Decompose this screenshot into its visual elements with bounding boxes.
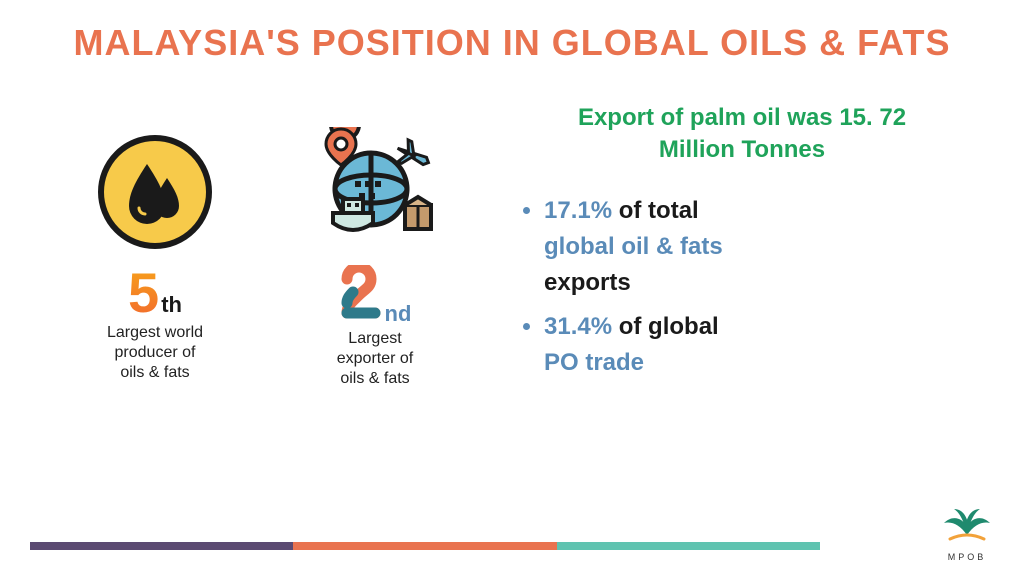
- content-row: 5 th Largest world producer of oils & fa…: [0, 64, 1024, 389]
- rank-number: [339, 265, 383, 326]
- stripe-segment: [293, 542, 556, 550]
- stats-column: 5 th Largest world producer of oils & fa…: [40, 94, 460, 389]
- page-title: MALAYSIA'S POSITION IN GLOBAL OILS & FAT…: [0, 0, 1024, 64]
- plain-text: of global: [612, 313, 719, 340]
- palm-logo-icon: [940, 503, 994, 545]
- stripe-segment: [557, 542, 820, 550]
- rank-suffix: nd: [385, 301, 412, 327]
- rank-5th: 5 th: [128, 265, 182, 321]
- plain-text: exports: [544, 269, 631, 296]
- rank-suffix: th: [161, 292, 182, 318]
- logo-text: MPOB: [940, 552, 994, 562]
- highlight-text: PO trade: [544, 349, 644, 376]
- oil-drop-icon: [95, 124, 215, 259]
- globe-export-icon: [305, 124, 445, 259]
- stripe-segment: [30, 542, 293, 550]
- export-headline: Export of palm oil was 15. 72 Million To…: [500, 102, 984, 167]
- bullet-item: 17.1% of total global oil & fats exports: [544, 193, 984, 301]
- title-text: MALAYSIA'S POSITION IN GLOBAL OILS & FAT…: [74, 22, 951, 63]
- stat-exporter: nd Largest exporter of oils & fats: [290, 124, 460, 389]
- bullet-item: 31.4% of global PO trade: [544, 309, 984, 381]
- percent-value: 17.1%: [544, 197, 612, 224]
- mpob-logo: MPOB: [940, 503, 994, 562]
- stat-caption: Largest world producer of oils & fats: [107, 323, 203, 383]
- rank-number: 5: [128, 265, 159, 321]
- footer-stripe: [30, 542, 820, 550]
- facts-column: Export of palm oil was 15. 72 Million To…: [460, 94, 984, 389]
- stat-producer: 5 th Largest world producer of oils & fa…: [70, 124, 240, 389]
- percent-value: 31.4%: [544, 313, 612, 340]
- stat-caption: Largest exporter of oils & fats: [337, 329, 413, 389]
- bullet-list: 17.1% of total global oil & fats exports…: [500, 193, 984, 381]
- highlight-text: global oil & fats: [544, 233, 723, 260]
- rank-2nd: nd: [339, 265, 412, 327]
